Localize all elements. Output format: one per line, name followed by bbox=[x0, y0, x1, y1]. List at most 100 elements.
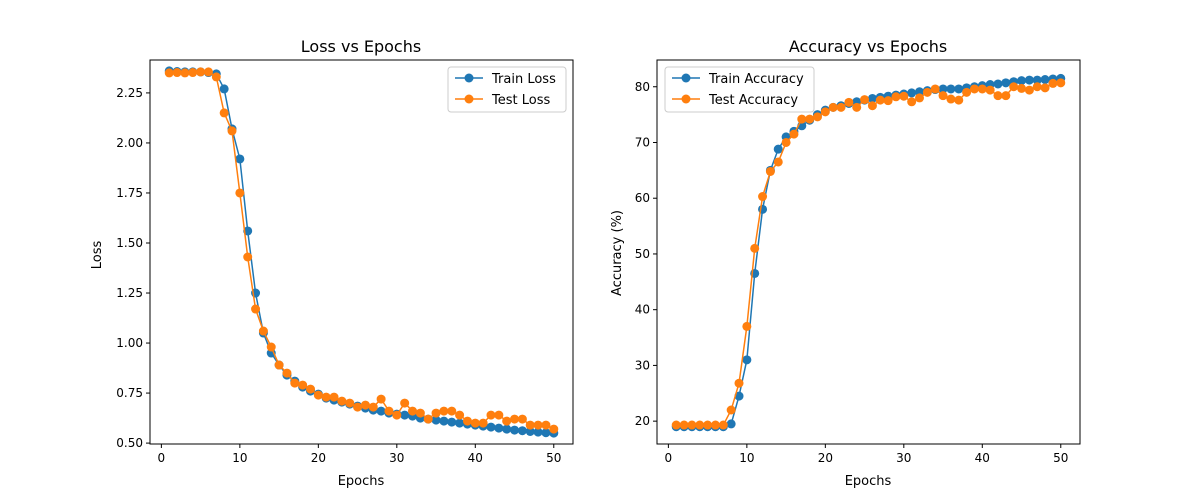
data-point-test-accuracy bbox=[860, 95, 870, 105]
data-point-test-accuracy bbox=[1032, 82, 1042, 92]
data-point-test-loss bbox=[376, 394, 386, 404]
data-point-test-loss bbox=[415, 408, 425, 418]
data-point-test-accuracy bbox=[1040, 83, 1050, 93]
data-point-test-loss bbox=[486, 410, 496, 420]
data-point-test-accuracy bbox=[867, 101, 877, 111]
x-tick-label: 10 bbox=[232, 451, 247, 465]
data-point-test-accuracy bbox=[836, 102, 846, 112]
data-point-test-loss bbox=[478, 418, 488, 428]
x-tick-label: 20 bbox=[311, 451, 326, 465]
data-point-train-loss bbox=[447, 417, 457, 427]
data-point-test-loss bbox=[188, 68, 198, 78]
x-tick-label: 40 bbox=[468, 451, 483, 465]
x-tick-label: 10 bbox=[739, 451, 754, 465]
data-point-test-accuracy bbox=[985, 85, 995, 95]
data-point-test-loss bbox=[321, 392, 331, 402]
data-point-test-accuracy bbox=[883, 96, 893, 106]
accuracy-chart-legend: Train Accuracy Test Accuracy bbox=[664, 66, 815, 113]
data-point-test-loss bbox=[462, 416, 472, 426]
x-tick-label: 40 bbox=[975, 451, 990, 465]
accuracy-chart-x-axis-label: Epochs bbox=[845, 474, 892, 489]
data-point-test-accuracy bbox=[781, 137, 791, 147]
data-point-train-loss bbox=[502, 424, 512, 434]
data-point-test-loss bbox=[494, 410, 504, 420]
data-point-train-accuracy bbox=[726, 419, 736, 429]
loss-chart-series bbox=[164, 66, 559, 438]
data-point-test-loss bbox=[525, 420, 535, 430]
data-point-test-accuracy bbox=[938, 91, 948, 101]
data-point-train-accuracy bbox=[734, 391, 744, 401]
data-point-train-loss bbox=[517, 426, 527, 436]
data-point-test-accuracy bbox=[789, 129, 799, 139]
data-point-test-accuracy bbox=[930, 84, 940, 94]
data-point-test-loss bbox=[243, 252, 253, 262]
data-point-train-loss bbox=[439, 416, 449, 426]
data-point-test-accuracy bbox=[828, 102, 838, 112]
y-tick-label: 1.75 bbox=[116, 186, 143, 200]
y-tick-label: 30 bbox=[635, 358, 650, 372]
data-point-train-loss bbox=[510, 425, 520, 435]
data-point-test-loss bbox=[360, 400, 370, 410]
y-tick-label: 20 bbox=[635, 414, 650, 428]
data-point-test-loss bbox=[345, 398, 355, 408]
data-point-train-loss bbox=[376, 406, 386, 416]
data-point-test-accuracy bbox=[1024, 85, 1034, 95]
data-point-train-loss bbox=[431, 415, 441, 425]
data-point-test-loss bbox=[510, 414, 520, 424]
data-point-test-loss bbox=[258, 326, 268, 336]
data-point-test-loss bbox=[368, 402, 378, 412]
data-point-test-accuracy bbox=[742, 321, 752, 331]
accuracy-chart-series bbox=[671, 73, 1066, 432]
data-point-train-loss bbox=[455, 418, 465, 428]
data-point-test-accuracy bbox=[962, 87, 972, 97]
data-point-test-loss bbox=[196, 67, 206, 77]
data-point-test-accuracy bbox=[710, 420, 720, 430]
data-point-test-accuracy bbox=[993, 91, 1003, 101]
data-point-test-loss bbox=[384, 406, 394, 416]
legend-box bbox=[664, 66, 815, 113]
data-point-test-loss bbox=[439, 406, 449, 416]
data-point-train-loss bbox=[525, 426, 535, 436]
data-point-test-loss bbox=[298, 380, 308, 390]
data-point-test-loss bbox=[203, 67, 213, 77]
loss-chart-axes-frame bbox=[149, 59, 574, 445]
legend-entry-test-accuracy: Test Accuracy bbox=[672, 93, 798, 108]
data-point-test-accuracy bbox=[1017, 83, 1027, 93]
data-point-test-loss bbox=[392, 410, 402, 420]
data-point-test-accuracy bbox=[671, 420, 681, 430]
legend-label-test-accuracy: Test Accuracy bbox=[708, 93, 798, 108]
data-point-test-loss bbox=[211, 72, 221, 82]
legend-entry-train-loss: Train Loss bbox=[455, 72, 556, 87]
y-tick-label: 1.50 bbox=[116, 236, 143, 250]
data-point-test-accuracy bbox=[922, 87, 932, 97]
y-tick-label: 80 bbox=[635, 80, 650, 94]
accuracy-chart-axes-frame bbox=[656, 59, 1081, 445]
data-point-test-loss bbox=[251, 304, 261, 314]
accuracy-chart-title: Accuracy vs Epochs bbox=[789, 37, 947, 56]
y-tick-label: 70 bbox=[635, 135, 650, 149]
data-point-test-accuracy bbox=[946, 94, 956, 104]
x-tick-label: 50 bbox=[1053, 451, 1068, 465]
data-point-test-accuracy bbox=[1048, 78, 1058, 88]
data-point-train-accuracy bbox=[993, 79, 1003, 89]
legend-label-train-accuracy: Train Accuracy bbox=[708, 72, 804, 87]
legend-entry-test-loss: Test Loss bbox=[455, 93, 550, 108]
data-point-test-loss bbox=[329, 392, 339, 402]
data-point-test-loss bbox=[219, 108, 229, 118]
data-point-test-accuracy bbox=[734, 378, 744, 388]
data-point-train-loss bbox=[400, 410, 410, 420]
data-point-train-loss bbox=[541, 428, 551, 438]
data-point-test-loss bbox=[423, 414, 433, 424]
data-point-test-loss bbox=[470, 418, 480, 428]
data-point-train-loss bbox=[533, 427, 543, 437]
data-point-train-accuracy bbox=[1001, 78, 1011, 88]
legend-label-train-loss: Train Loss bbox=[491, 72, 556, 87]
data-point-test-accuracy bbox=[852, 102, 862, 112]
data-point-test-accuracy bbox=[758, 192, 768, 202]
data-point-test-accuracy bbox=[1056, 78, 1066, 88]
x-tick-label: 20 bbox=[818, 451, 833, 465]
data-point-test-accuracy bbox=[687, 420, 697, 430]
data-point-train-accuracy bbox=[1032, 75, 1042, 85]
accuracy-chart-ticks: 0 10 20 30 40 50 20 30 40 50 60 70 80 bbox=[635, 80, 1069, 465]
